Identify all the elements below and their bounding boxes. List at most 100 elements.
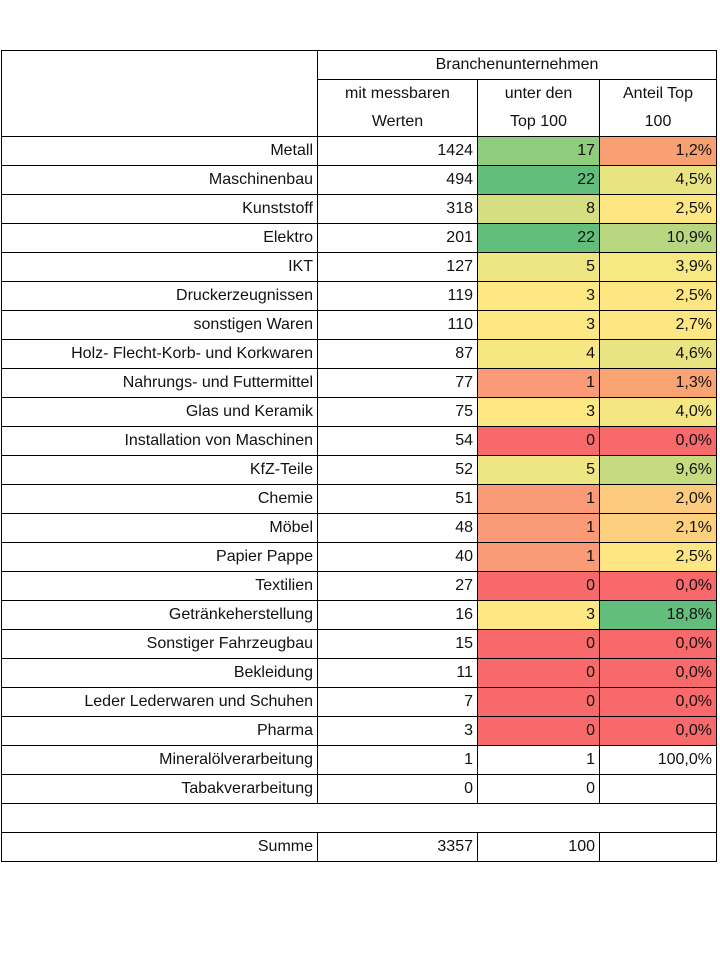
top100-count: 0 (477, 629, 600, 659)
company-count: 7 (317, 687, 478, 717)
top100-share: 2,5% (599, 194, 717, 224)
table-row: sonstigen Waren 110 3 2,7% (1, 310, 717, 340)
top100-share: 18,8% (599, 600, 717, 630)
table-row: KfZ-Teile 52 5 9,6% (1, 455, 717, 485)
top100-count: 8 (477, 194, 600, 224)
industry-label: Chemie (1, 484, 318, 514)
table-row: Elektro 201 22 10,9% (1, 223, 717, 253)
table-row: Druckerzeugnissen 119 3 2,5% (1, 281, 717, 311)
table-row: Textilien 27 0 0,0% (1, 571, 717, 601)
company-count: 110 (317, 310, 478, 340)
industry-label: Installation von Maschinen (1, 426, 318, 456)
header-share-line2: 100 (599, 108, 717, 137)
company-count: 16 (317, 600, 478, 630)
industry-label: Nahrungs- und Futtermittel (1, 368, 318, 398)
company-count: 11 (317, 658, 478, 688)
top100-share: 0,0% (599, 716, 717, 746)
table-row: Nahrungs- und Futtermittel 77 1 1,3% (1, 368, 717, 398)
table-row: Möbel 48 1 2,1% (1, 513, 717, 543)
table-row: Pharma 3 0 0,0% (1, 716, 717, 746)
top100-share: 9,6% (599, 455, 717, 485)
company-count: 1424 (317, 136, 478, 166)
company-count: 494 (317, 165, 478, 195)
total-label: Summe (1, 832, 318, 862)
industry-label: Möbel (1, 513, 318, 543)
top100-count: 0 (477, 571, 600, 601)
top100-share: 100,0% (599, 745, 717, 775)
industry-label: Bekleidung (1, 658, 318, 688)
company-count: 51 (317, 484, 478, 514)
industry-label: Textilien (1, 571, 318, 601)
top100-share: 4,0% (599, 397, 717, 427)
top100-count: 1 (477, 745, 600, 775)
top100-share: 3,9% (599, 252, 717, 282)
top100-count: 5 (477, 252, 600, 282)
company-count: 127 (317, 252, 478, 282)
total-top100: 100 (477, 832, 600, 862)
table-row: IKT 127 5 3,9% (1, 252, 717, 282)
company-count: 54 (317, 426, 478, 456)
table-row: Getränkeherstellung 16 3 18,8% (1, 600, 717, 630)
top100-share: 4,6% (599, 339, 717, 369)
top100-share: 4,5% (599, 165, 717, 195)
top100-share (599, 774, 717, 804)
industry-label: Kunststoff (1, 194, 318, 224)
company-count: 75 (317, 397, 478, 427)
industry-label: IKT (1, 252, 318, 282)
industry-label: sonstigen Waren (1, 310, 318, 340)
header-blank-cell (1, 108, 318, 137)
header-row-3: Werten Top 100 100 (1, 108, 717, 137)
company-count: 48 (317, 513, 478, 543)
top100-share: 0,0% (599, 658, 717, 688)
industry-label: Holz- Flecht-Korb- und Korkwaren (1, 339, 318, 369)
company-count: 1 (317, 745, 478, 775)
table-row: Glas und Keramik 75 3 4,0% (1, 397, 717, 427)
company-count: 3 (317, 716, 478, 746)
total-count: 3357 (317, 832, 478, 862)
company-count: 52 (317, 455, 478, 485)
table-body: Branchenunternehmen mit messbaren unter … (1, 50, 717, 862)
industry-label: Mineralölverarbeitung (1, 745, 318, 775)
header-top-line1: unter den (477, 79, 600, 108)
top100-count: 17 (477, 136, 600, 166)
top100-count: 5 (477, 455, 600, 485)
industry-label: Papier Pappe (1, 542, 318, 572)
top100-count: 3 (477, 600, 600, 630)
top100-share: 0,0% (599, 426, 717, 456)
industry-label: Maschinenbau (1, 165, 318, 195)
company-count: 318 (317, 194, 478, 224)
top100-count: 1 (477, 368, 600, 398)
table-row: Maschinenbau 494 22 4,5% (1, 165, 717, 195)
top100-share: 0,0% (599, 571, 717, 601)
industry-label: Sonstiger Fahrzeugbau (1, 629, 318, 659)
industry-label: Metall (1, 136, 318, 166)
company-count: 87 (317, 339, 478, 369)
total-row: Summe 3357 100 (1, 832, 717, 862)
table-row: Bekleidung 11 0 0,0% (1, 658, 717, 688)
top100-share: 0,0% (599, 629, 717, 659)
top100-count: 1 (477, 542, 600, 572)
table-row: Holz- Flecht-Korb- und Korkwaren 87 4 4,6% (1, 339, 717, 369)
header-row-1: Branchenunternehmen (1, 50, 717, 80)
header-blank-cell (1, 79, 318, 108)
top100-count: 0 (477, 426, 600, 456)
top100-count: 3 (477, 281, 600, 311)
top100-count: 3 (477, 397, 600, 427)
table-row: Leder Lederwaren und Schuhen 7 0 0,0% (1, 687, 717, 717)
top100-count: 0 (477, 716, 600, 746)
top100-share: 2,7% (599, 310, 717, 340)
table-row: Papier Pappe 40 1 2,5% (1, 542, 717, 572)
total-share (599, 832, 717, 862)
top100-share: 1,2% (599, 136, 717, 166)
top100-count: 0 (477, 774, 600, 804)
industry-label: Druckerzeugnissen (1, 281, 318, 311)
industry-label: KfZ-Teile (1, 455, 318, 485)
industry-label: Leder Lederwaren und Schuhen (1, 687, 318, 717)
header-blank-cell (1, 50, 318, 80)
top100-share: 10,9% (599, 223, 717, 253)
top100-count: 4 (477, 339, 600, 369)
company-count: 119 (317, 281, 478, 311)
table-row: Mineralölverarbeitung 1 1 100,0% (1, 745, 717, 775)
industry-label: Glas und Keramik (1, 397, 318, 427)
top100-count: 1 (477, 484, 600, 514)
